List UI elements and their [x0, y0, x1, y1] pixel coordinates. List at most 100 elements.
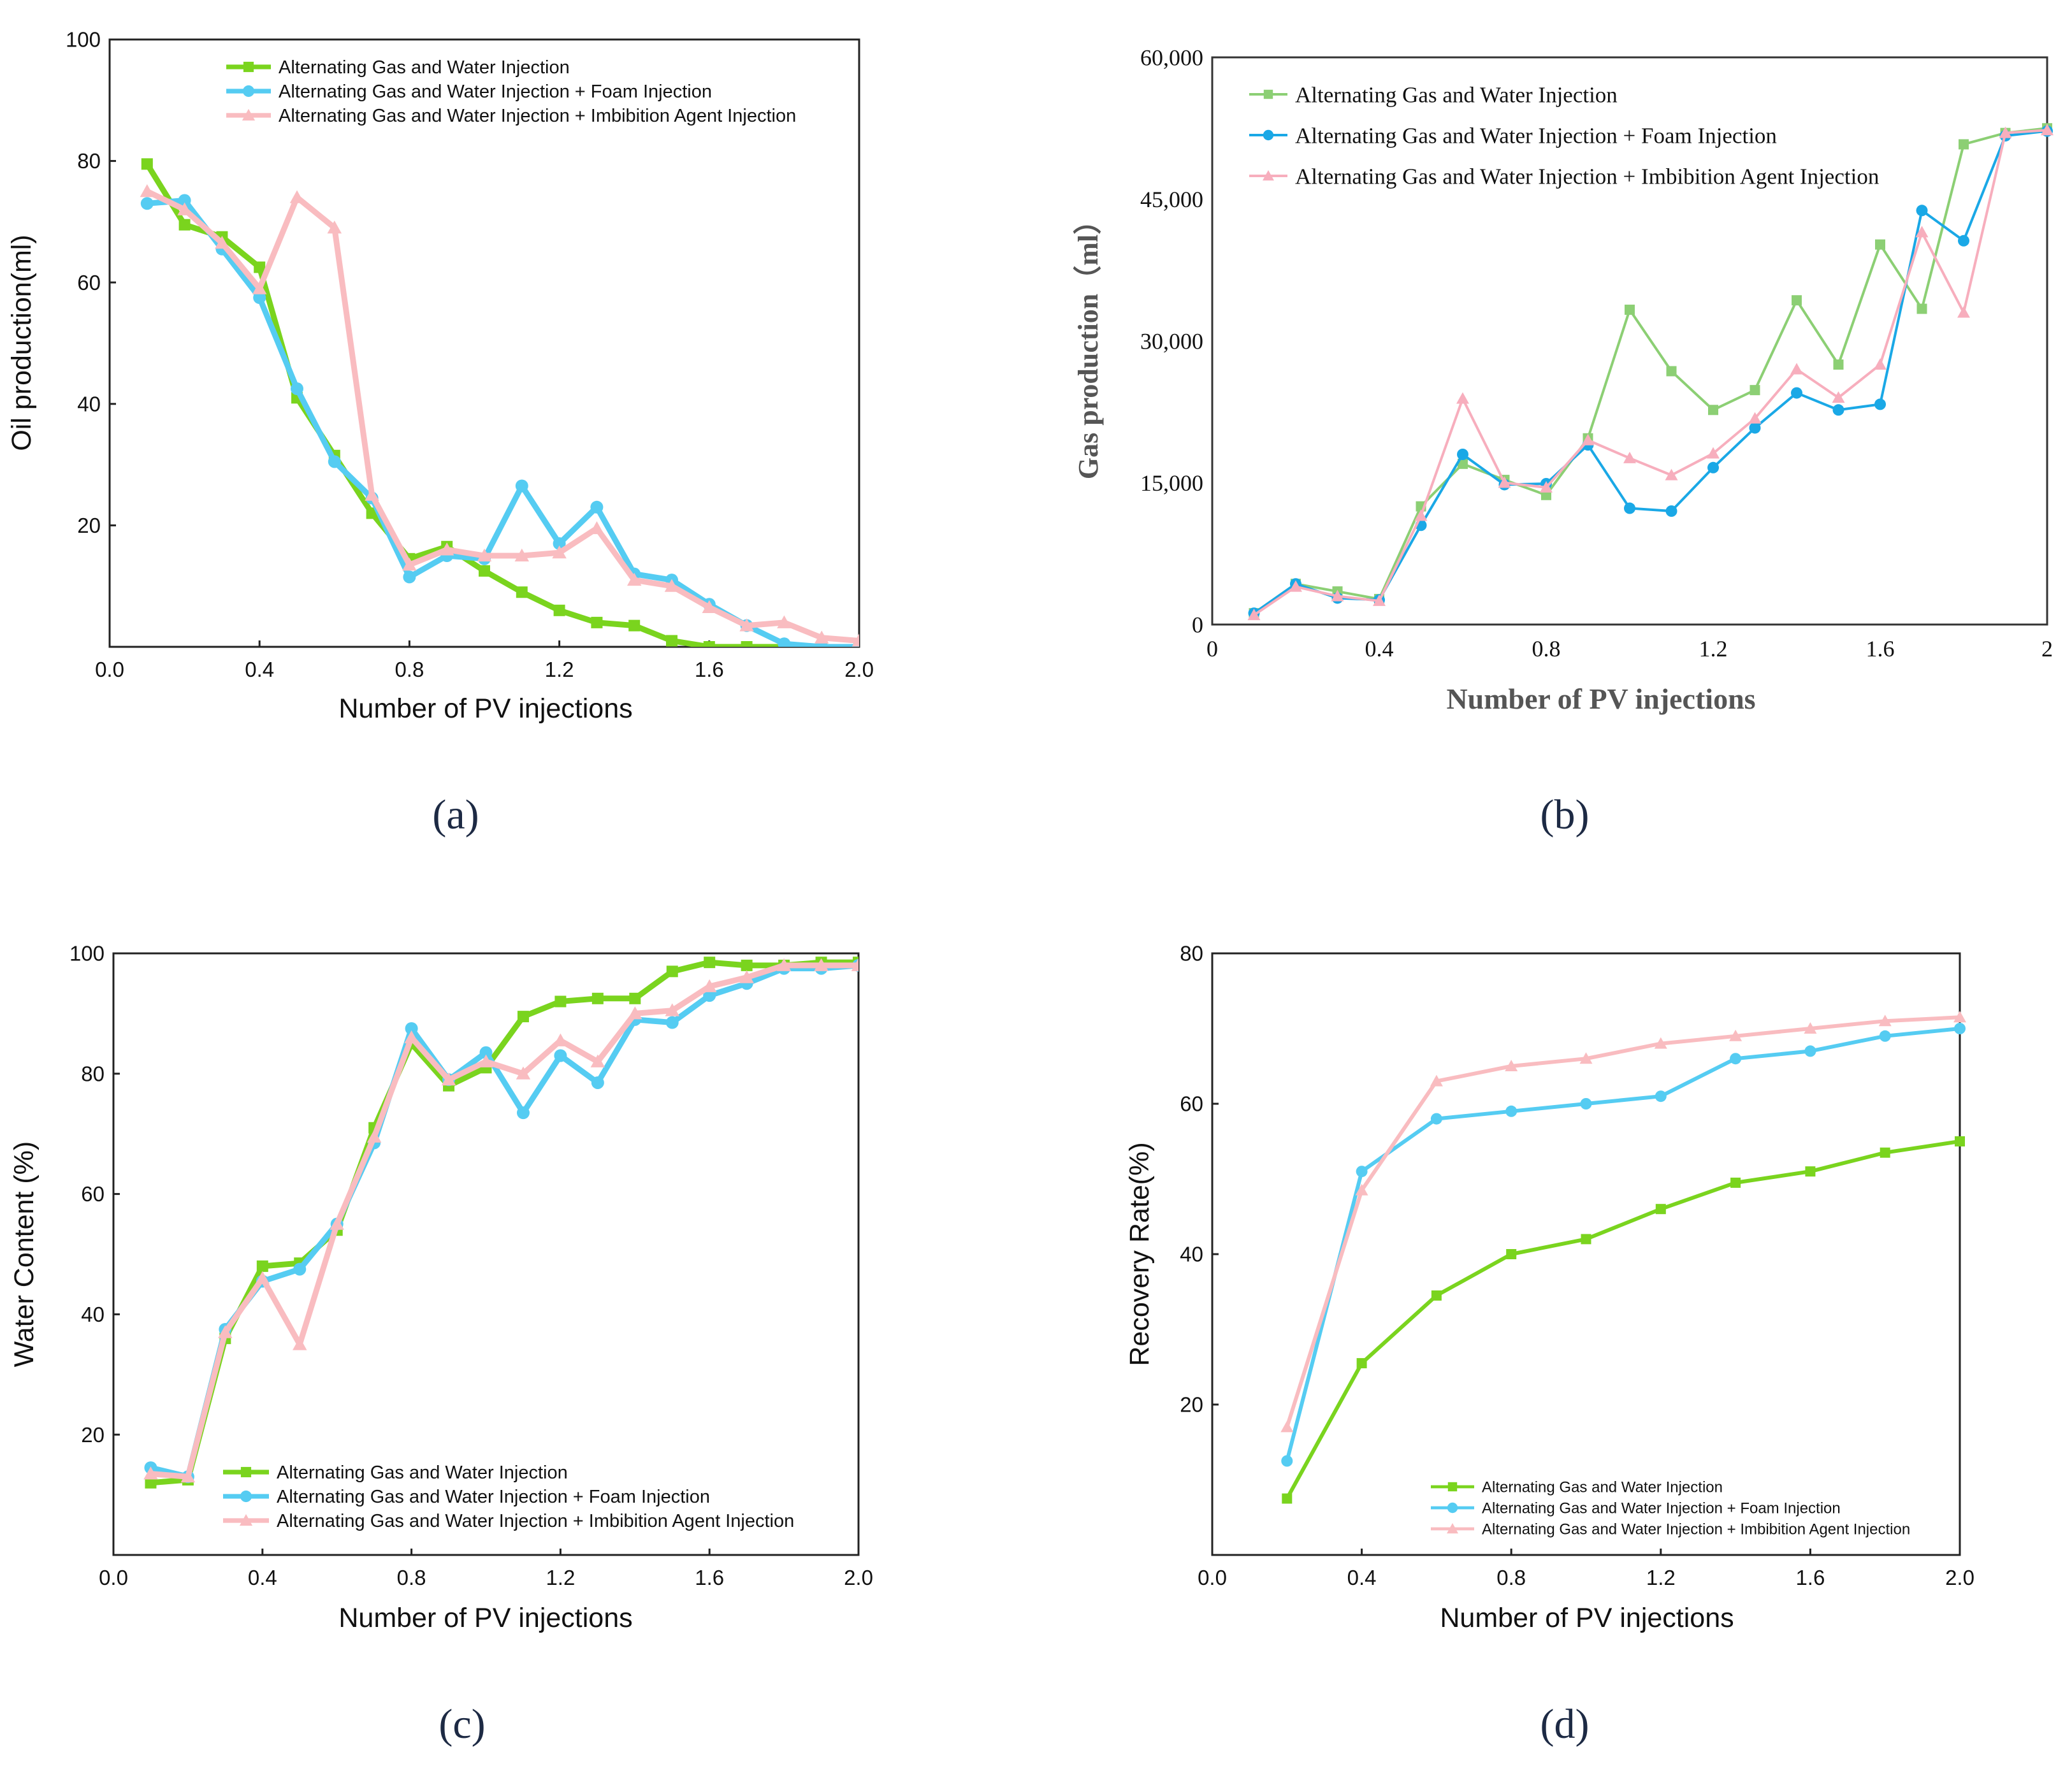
y-tick-label: 40 — [81, 1303, 105, 1326]
y-tick-label: 0 — [1192, 612, 1203, 638]
data-point-2 — [814, 958, 829, 971]
series-line-2 — [145, 189, 859, 644]
data-point-0 — [591, 616, 603, 628]
y-tick-label: 80 — [1180, 942, 1203, 965]
data-point-0 — [479, 565, 490, 577]
y-tick-label: 60,000 — [1140, 45, 1203, 71]
panel-a-oil-production-chart: 20 40 60 80 100 0.0 0.4 0.8 1.2 1.6 2.0 Number of P… — [6, 28, 874, 838]
data-point-2 — [1373, 594, 1386, 606]
x-axis-label: Number of PV injections — [338, 1603, 632, 1633]
data-point-2 — [289, 190, 305, 203]
panel-label: (b) — [1540, 791, 1590, 838]
data-point-0 — [666, 965, 678, 978]
x-axis-label: Number of PV injections — [1440, 1603, 1734, 1633]
y-tick-label: 30,000 — [1140, 329, 1203, 354]
legend-swatch-marker — [1263, 170, 1274, 181]
data-point-2 — [851, 958, 859, 971]
data-point-0 — [591, 992, 604, 1004]
data-point-2 — [552, 546, 567, 559]
data-point-0 — [1666, 366, 1677, 377]
data-point-2 — [777, 615, 792, 628]
data-point-2 — [628, 1006, 642, 1020]
data-point-2 — [627, 572, 642, 586]
data-point-2 — [1804, 1022, 1817, 1034]
legend-entry: Alternating Gas and Water Injection — [1482, 1478, 1723, 1496]
data-point-0 — [1581, 1234, 1591, 1245]
data-point-0 — [1792, 295, 1802, 306]
legend-swatch-marker — [1263, 129, 1274, 141]
data-layer — [140, 158, 859, 647]
x-tick-label: 0.8 — [397, 1566, 426, 1589]
data-point-2 — [177, 202, 192, 215]
data-point-2 — [1280, 1420, 1294, 1433]
data-point-0 — [1805, 1166, 1816, 1177]
series-line-1 — [150, 962, 859, 1480]
data-point-2 — [477, 548, 492, 562]
data-point-1 — [1624, 502, 1635, 514]
data-point-2 — [1878, 1015, 1892, 1027]
data-point-2 — [702, 979, 717, 992]
data-point-2 — [1579, 1052, 1593, 1064]
series-line-0 — [1253, 127, 2048, 614]
series-line-2 — [150, 962, 859, 1480]
data-point-1 — [1457, 449, 1468, 460]
y-tick-label: 15,000 — [1140, 470, 1203, 496]
data-point-0 — [554, 995, 567, 1008]
y-axis-label: Recovery Rate(%) — [1124, 1142, 1155, 1366]
data-point-0 — [553, 604, 565, 616]
y-axis-label: Water Content (%) — [9, 1141, 40, 1367]
data-point-2 — [516, 1066, 531, 1080]
y-tick-label: 100 — [66, 28, 101, 52]
data-point-2 — [739, 970, 754, 983]
x-tick-label: 2.0 — [844, 1566, 873, 1589]
data-point-2 — [851, 633, 859, 647]
x-axis-label: Number of PV injections — [1446, 683, 1755, 715]
series-line-0 — [1285, 1139, 1960, 1500]
legend-swatch-marker — [1447, 1482, 1458, 1492]
data-point-2 — [1247, 609, 1261, 621]
data-point-1 — [1958, 235, 1969, 247]
data-point-0 — [178, 219, 191, 231]
y-tick-label: 40 — [1180, 1243, 1203, 1266]
x-tick-label: 0.0 — [99, 1566, 128, 1589]
x-tick-label: 1.6 — [695, 1566, 724, 1589]
legend-entry: Alternating Gas and Water Injection + Im… — [1295, 164, 1879, 189]
data-point-0 — [1708, 405, 1718, 416]
data-point-1 — [554, 1049, 567, 1062]
data-point-1 — [1804, 1045, 1816, 1057]
x-tick-label: 0.0 — [95, 658, 124, 681]
data-point-0 — [1458, 458, 1468, 469]
data-layer — [1280, 1011, 1966, 1504]
y-tick-label: 20 — [81, 1423, 105, 1447]
data-point-1 — [1430, 1113, 1442, 1125]
data-point-2 — [252, 281, 267, 294]
data-point-2 — [215, 236, 229, 249]
y-tick-label: 60 — [77, 271, 101, 294]
legend-entry: Alternating Gas and Water Injection + Im… — [1482, 1521, 1910, 1538]
data-point-0 — [517, 1011, 529, 1023]
legend-entry: Alternating Gas and Water Injection + Fo… — [1295, 123, 1777, 148]
data-point-0 — [516, 586, 528, 598]
y-axis-label: Gas production（ml） — [1073, 206, 1104, 479]
legend-entry: Alternating Gas and Water Injection + Im… — [277, 1511, 794, 1531]
data-point-2 — [1414, 509, 1428, 521]
x-tick-label: 0.8 — [1496, 1566, 1526, 1589]
data-point-0 — [629, 992, 641, 1004]
data-point-1 — [590, 500, 604, 514]
y-tick-label: 60 — [1180, 1092, 1203, 1116]
data-point-2 — [739, 618, 754, 632]
y-tick-label: 20 — [77, 514, 101, 537]
data-point-1 — [253, 291, 266, 305]
data-point-2 — [330, 1217, 344, 1230]
data-point-1 — [1832, 404, 1844, 416]
data-point-0 — [628, 619, 641, 632]
data-point-1 — [291, 382, 303, 395]
data-point-0 — [1506, 1249, 1517, 1259]
data-point-2 — [1957, 306, 1970, 318]
data-point-1 — [1665, 505, 1677, 517]
x-tick-label: 0.4 — [245, 658, 274, 681]
plot-frame — [112, 952, 860, 1556]
data-point-2 — [590, 1054, 605, 1067]
plot-frame — [108, 38, 860, 648]
data-point-2 — [327, 220, 342, 234]
